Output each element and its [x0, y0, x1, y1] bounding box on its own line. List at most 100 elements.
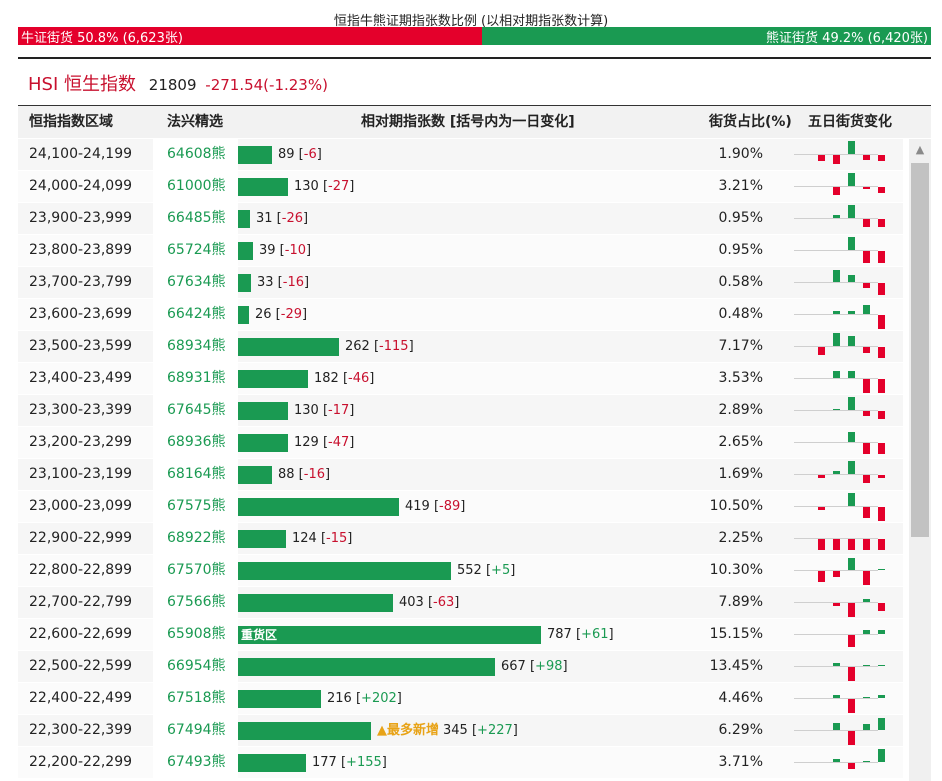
- index-summary: HSI 恒生指数 21809 -271.54(-1.23%): [28, 70, 328, 96]
- range-cell: 23,400-23,499: [29, 370, 133, 386]
- table-header: 恒指指数区域 法兴精选 相对期指张数 [括号内为一日变化] 街货占比(%) 五日…: [18, 106, 931, 138]
- contracts-bar: [238, 562, 451, 580]
- warrant-code-link[interactable]: 65908熊: [167, 626, 226, 642]
- pick-cell: 68931熊: [153, 363, 238, 394]
- sparkbar-baseline: [794, 346, 878, 347]
- scroll-thumb[interactable]: [911, 163, 929, 537]
- one-day-change: -46: [348, 371, 370, 386]
- pick-cell: 67493熊: [153, 747, 238, 778]
- contracts-value: 403 [-63]: [399, 595, 460, 610]
- warrant-code-link[interactable]: 68922熊: [167, 530, 226, 546]
- warrant-code-link[interactable]: 68931熊: [167, 370, 226, 386]
- bull-ratio-segment: 牛证街货 50.8% (6,623张): [18, 27, 482, 45]
- warrant-code-link[interactable]: 65724熊: [167, 242, 226, 258]
- pick-cell: 68922熊: [153, 523, 238, 554]
- table-row: 23,100-23,199 68164熊 88 [-16] 1.69%: [18, 459, 903, 491]
- sparkbar-mark: [818, 571, 825, 582]
- contracts-bar: [238, 722, 371, 740]
- sparkbar-mark: [863, 379, 870, 393]
- warrant-code-link[interactable]: 67518熊: [167, 690, 226, 706]
- vertical-scrollbar[interactable]: ▲: [909, 139, 931, 781]
- one-day-change: -6: [303, 147, 317, 162]
- five-day-sparkbar: [794, 683, 885, 714]
- one-day-change: -17: [328, 403, 350, 418]
- sparkbar-mark: [848, 667, 855, 681]
- sparkbar-mark: [863, 696, 870, 698]
- sparkbar-mark: [863, 443, 870, 454]
- sparkbar-mark: [833, 370, 840, 378]
- range-cell: 23,300-23,399: [29, 402, 133, 418]
- sparkbar-baseline: [794, 506, 878, 507]
- one-day-change: -29: [280, 307, 302, 322]
- sparkbar-mark: [863, 347, 870, 353]
- sparkbar-baseline: [794, 762, 878, 763]
- warrant-code-link[interactable]: 66485熊: [167, 210, 226, 226]
- sparkbar-mark: [863, 283, 870, 288]
- warrant-code-link[interactable]: 68936熊: [167, 434, 226, 450]
- sparkbar-mark: [848, 431, 855, 442]
- sparkbar-mark: [833, 408, 840, 410]
- warrant-code-link[interactable]: 66424熊: [167, 306, 226, 322]
- five-day-sparkbar: [794, 395, 885, 426]
- table-row: 22,800-22,899 67570熊 552 [+5] 10.30%: [18, 555, 903, 587]
- contracts-value: 177 [+155]: [312, 755, 387, 770]
- sparkbar-baseline: [794, 218, 878, 219]
- share-cell: 0.95%: [718, 210, 763, 226]
- sparkbar-baseline: [794, 474, 878, 475]
- pick-cell: 67518熊: [153, 683, 238, 714]
- pick-cell: 67494熊: [153, 715, 238, 746]
- warrant-code-link[interactable]: 67575熊: [167, 498, 226, 514]
- sparkbar-mark: [878, 568, 885, 570]
- pick-cell: 61000熊: [153, 171, 238, 202]
- index-name[interactable]: HSI 恒生指数: [28, 74, 136, 95]
- warrant-code-link[interactable]: 68934熊: [167, 338, 226, 354]
- contracts-value: 129 [-47]: [294, 435, 355, 450]
- warrant-code-link[interactable]: 61000熊: [167, 178, 226, 194]
- sparkbar-baseline: [794, 570, 878, 571]
- five-day-sparkbar: [794, 555, 885, 586]
- share-cell: 4.46%: [718, 690, 763, 706]
- five-day-sparkbar: [794, 715, 885, 746]
- five-day-sparkbar: [794, 331, 885, 362]
- sparkbar-baseline: [794, 602, 878, 603]
- sparkbar-mark: [833, 722, 840, 730]
- warrant-code-link[interactable]: 67634熊: [167, 274, 226, 290]
- contracts-number: 787: [547, 627, 572, 642]
- one-day-change: +5: [491, 563, 511, 578]
- one-day-change: -15: [326, 531, 348, 546]
- sparkbar-mark: [878, 718, 885, 730]
- scroll-up-icon[interactable]: ▲: [915, 143, 925, 156]
- five-day-sparkbar: [794, 171, 885, 202]
- contracts-number: 403: [399, 595, 424, 610]
- contracts-number: 130: [294, 179, 319, 194]
- warrant-code-link[interactable]: 66954熊: [167, 658, 226, 674]
- warrant-code-link[interactable]: 67493熊: [167, 754, 226, 770]
- contracts-value: 124 [-15]: [292, 531, 353, 546]
- sparkbar-mark: [863, 187, 870, 189]
- sparkbar-mark: [863, 155, 870, 160]
- index-price: 21809: [148, 76, 197, 94]
- one-day-change: -47: [328, 435, 350, 450]
- contracts-number: 552: [457, 563, 482, 578]
- five-day-sparkbar: [794, 299, 885, 330]
- contracts-bar: [238, 498, 399, 516]
- warrant-code-link[interactable]: 68164熊: [167, 466, 226, 482]
- share-cell: 3.21%: [718, 178, 763, 194]
- contracts-value: 130 [-27]: [294, 179, 355, 194]
- five-day-sparkbar: [794, 587, 885, 618]
- contracts-bar: [238, 146, 272, 164]
- warrant-code-link[interactable]: 67494熊: [167, 722, 226, 738]
- column-header-pick: 法兴精选: [167, 114, 223, 130]
- one-day-change: -115: [379, 339, 409, 354]
- five-day-sparkbar: [794, 427, 885, 458]
- column-header-five-day: 五日街货变化: [808, 114, 892, 130]
- sparkbar-mark: [833, 155, 840, 164]
- warrant-code-link[interactable]: 67566熊: [167, 594, 226, 610]
- warrant-code-link[interactable]: 64608熊: [167, 146, 226, 162]
- warrant-code-link[interactable]: 67645熊: [167, 402, 226, 418]
- sparkbar-mark: [878, 475, 885, 478]
- sparkbar-baseline: [794, 154, 878, 155]
- warrant-code-link[interactable]: 67570熊: [167, 562, 226, 578]
- sparkbar-mark: [833, 539, 840, 550]
- share-cell: 0.58%: [718, 274, 763, 290]
